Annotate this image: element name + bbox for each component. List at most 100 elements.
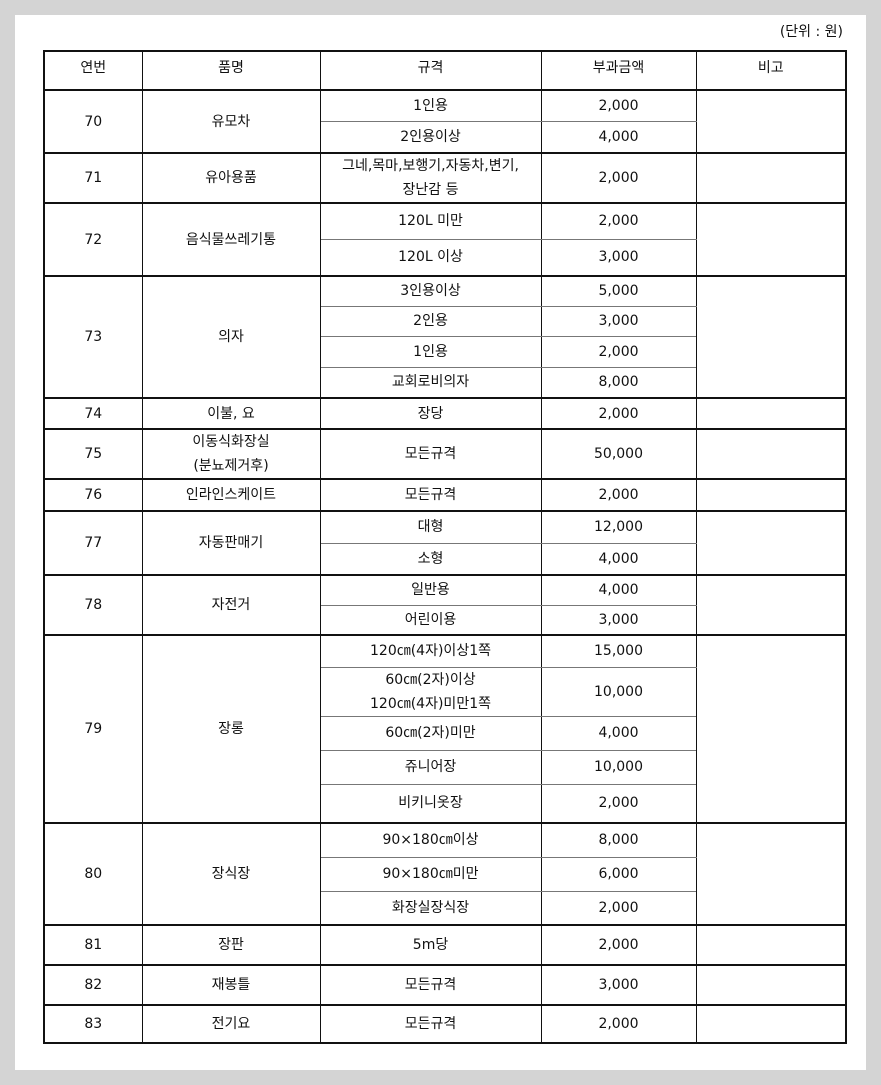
- header-no: 연번: [43, 50, 143, 91]
- item-spec: 1인용: [319, 90, 542, 122]
- item-remarks: [695, 634, 847, 824]
- item-name: 자동판매기: [141, 510, 321, 576]
- item-number: 77: [43, 510, 143, 576]
- table-row: 60㎝(2자)미만 4,000: [44, 715, 846, 751]
- item-spec: 모든규격: [319, 1004, 542, 1044]
- item-name: 유아용품: [141, 152, 321, 204]
- item-name: 자전거: [141, 574, 321, 636]
- table-row: 75 이동식화장실 (분뇨제거후) 모든규격 50,000: [43, 428, 847, 480]
- item-name: 인라인스케이트: [141, 478, 321, 512]
- item-name: 장롱: [141, 634, 321, 824]
- table-row: 70 유모차 1인용 2,000: [43, 90, 847, 154]
- item-spec: 모든규격: [319, 964, 542, 1006]
- item-spec: 90×180㎝미만: [319, 856, 542, 892]
- item-spec: 120L 미만: [319, 202, 542, 240]
- item-spec: 120L 이상: [319, 238, 542, 277]
- item-remarks: [695, 90, 847, 154]
- item-name: 유모차: [141, 90, 321, 154]
- item-amount: 2,000: [540, 924, 697, 966]
- table-row: 비키니옷장 2,000: [44, 783, 846, 824]
- item-remarks: [695, 478, 847, 512]
- item-amount: 4,000: [540, 574, 697, 606]
- item-remarks: [695, 964, 847, 1006]
- table-row: 77 자동판매기 대형 12,000: [43, 510, 847, 576]
- document-page: (단위 : 원) 연번 품명 규격 부과금액 비고 70 유모차 1인용 2,000 2…: [15, 15, 866, 1070]
- item-remarks: [695, 510, 847, 576]
- item-amount: 2,000: [540, 335, 697, 368]
- item-spec: 2인용: [319, 305, 542, 337]
- item-spec: 교회로비의자: [319, 366, 542, 399]
- item-number: 74: [43, 397, 143, 430]
- header-name: 품명: [141, 50, 321, 91]
- item-amount: 50,000: [540, 428, 697, 480]
- item-remarks: [695, 574, 847, 636]
- item-amount: 2,000: [540, 152, 697, 204]
- item-remarks: [695, 397, 847, 430]
- item-remarks: [695, 202, 847, 277]
- item-amount: 2,000: [540, 890, 697, 926]
- table-row: 60㎝(2자)이상 120㎝(4자)미만1쪽 10,000: [44, 666, 846, 717]
- item-amount: 3,000: [540, 964, 697, 1006]
- item-spec: 비키니옷장: [319, 783, 542, 824]
- item-spec: 5m당: [319, 924, 542, 966]
- table-row: 120L 이상 3,000: [44, 238, 846, 277]
- table-body: 70 유모차 1인용 2,000 2인용이상 4,000 71 유아용품 그네,목마,보행기,자…: [43, 90, 847, 1044]
- item-amount: 2,000: [540, 90, 697, 122]
- table-row: 81 장판 5m당 2,000: [43, 924, 847, 966]
- item-amount: 5,000: [540, 275, 697, 307]
- item-name: 이동식화장실 (분뇨제거후): [141, 428, 321, 480]
- item-amount: 2,000: [540, 397, 697, 430]
- item-amount: 15,000: [540, 634, 697, 668]
- item-spec: 소형: [319, 542, 542, 576]
- item-remarks: [695, 1004, 847, 1044]
- item-amount: 2,000: [540, 202, 697, 240]
- table-row: 71 유아용품 그네,목마,보행기,자동차,변기, 장난감 등 2,000: [43, 152, 847, 204]
- table-row: 76 인라인스케이트 모든규격 2,000: [43, 478, 847, 512]
- item-number: 80: [43, 822, 143, 926]
- table-row: 83 전기요 모든규격 2,000: [43, 1004, 847, 1044]
- item-amount: 4,000: [540, 715, 697, 751]
- item-spec: 화장실장식장: [319, 890, 542, 926]
- table-row: 쥬니어장 10,000: [44, 749, 846, 785]
- item-number: 73: [43, 275, 143, 399]
- unit-label: (단위 : 원): [779, 24, 843, 40]
- item-spec: 모든규격: [319, 478, 542, 512]
- fee-table: 연번 품명 규격 부과금액 비고 70 유모차 1인용 2,000 2인용이상 4,000…: [43, 50, 847, 1044]
- item-spec: 일반용: [319, 574, 542, 606]
- item-name: 음식물쓰레기통: [141, 202, 321, 277]
- table-row: 74 이불, 요 장당 2,000: [43, 397, 847, 430]
- item-remarks: [695, 428, 847, 480]
- item-spec: 3인용이상: [319, 275, 542, 307]
- item-remarks: [695, 275, 847, 399]
- item-amount: 8,000: [540, 366, 697, 399]
- table-row: 2인용 3,000: [44, 305, 846, 337]
- item-name: 전기요: [141, 1004, 321, 1044]
- table-row: 72 음식물쓰레기통 120L 미만 2,000: [43, 202, 847, 277]
- item-amount: 3,000: [540, 305, 697, 337]
- item-number: 76: [43, 478, 143, 512]
- item-amount: 10,000: [540, 749, 697, 785]
- item-amount: 4,000: [540, 542, 697, 576]
- item-amount: 6,000: [540, 856, 697, 892]
- item-amount: 2,000: [540, 783, 697, 824]
- item-amount: 10,000: [540, 666, 697, 717]
- item-name: 장판: [141, 924, 321, 966]
- item-amount: 3,000: [540, 604, 697, 636]
- item-spec: 장당: [319, 397, 542, 430]
- item-amount: 3,000: [540, 238, 697, 277]
- item-remarks: [695, 924, 847, 966]
- item-number: 82: [43, 964, 143, 1006]
- item-number: 72: [43, 202, 143, 277]
- item-name: 이불, 요: [141, 397, 321, 430]
- table-row: 소형 4,000: [44, 542, 846, 576]
- table-row: 1인용 2,000: [44, 335, 846, 368]
- item-remarks: [695, 152, 847, 204]
- item-number: 70: [43, 90, 143, 154]
- item-name: 장식장: [141, 822, 321, 926]
- item-amount: 4,000: [540, 120, 697, 154]
- item-amount: 12,000: [540, 510, 697, 544]
- item-number: 79: [43, 634, 143, 824]
- table-row: 2인용이상 4,000: [44, 120, 846, 154]
- item-name: 재봉틀: [141, 964, 321, 1006]
- table-row: 73 의자 3인용이상 5,000: [43, 275, 847, 399]
